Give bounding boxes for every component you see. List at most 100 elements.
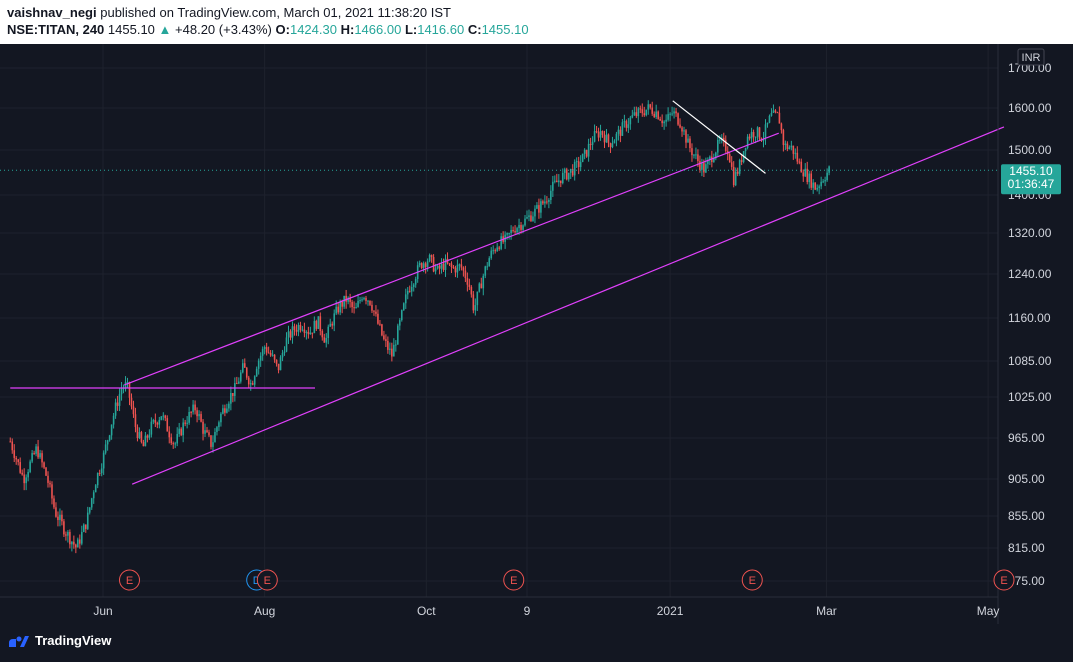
currency-badge[interactable]: INR <box>1017 48 1045 66</box>
candle-body <box>518 224 520 229</box>
candle-body <box>512 230 514 232</box>
candle-body <box>585 149 588 157</box>
low-label: L: <box>404 22 418 37</box>
candle-body <box>605 134 608 143</box>
candle-body <box>559 180 562 184</box>
candle-body <box>563 169 566 173</box>
candle-body <box>548 199 550 202</box>
candle-body <box>693 154 695 156</box>
candle-body <box>707 159 709 165</box>
chart-area[interactable]: 775.00 815.00 855.00 905.00 965.00 1025.00 108… <box>0 44 1073 662</box>
candle-body <box>301 329 304 331</box>
channel-upper-trendline[interactable] <box>123 132 779 386</box>
event-marker-label: E <box>264 575 271 587</box>
earnings-marker-icon[interactable] <box>503 569 525 591</box>
candle-body <box>432 257 435 272</box>
candle-body <box>160 416 163 420</box>
candle-body <box>295 330 298 332</box>
price-chart[interactable]: 775.00 815.00 855.00 905.00 965.00 1025.00 108… <box>0 44 1073 624</box>
candle-body <box>430 255 433 258</box>
candle-body <box>810 173 813 188</box>
candle-body <box>724 139 727 152</box>
candle-body <box>373 310 375 312</box>
candle-body <box>41 453 43 463</box>
candle-body <box>383 335 385 340</box>
candle-body <box>689 138 691 149</box>
candle-body <box>444 258 447 271</box>
candle-body <box>565 169 568 180</box>
x-tick-label: Jun <box>93 604 112 618</box>
candle-body <box>730 162 733 167</box>
candle-body <box>635 112 638 117</box>
candle-body <box>673 111 675 114</box>
candle-body <box>216 427 218 432</box>
candle-body <box>746 136 749 148</box>
candle-body <box>387 340 389 350</box>
author-name[interactable]: vaishnav_negi <box>7 5 97 20</box>
candle-body <box>665 119 667 122</box>
candle-body <box>641 109 644 114</box>
trendlines[interactable] <box>0 100 1005 485</box>
candle-body <box>228 403 230 409</box>
candle-body <box>204 430 206 434</box>
candle-body <box>397 325 399 345</box>
candle-body <box>309 332 312 335</box>
candle-body <box>236 383 238 385</box>
candle-body <box>764 124 767 139</box>
candle-body <box>822 181 824 183</box>
earnings-marker-icon[interactable] <box>741 569 763 591</box>
candle-body <box>399 320 401 326</box>
candle-body <box>599 131 602 138</box>
currency-label: INR <box>1022 52 1041 64</box>
candle-body <box>699 161 701 170</box>
candle-body <box>788 147 791 150</box>
wedge-line-trendline[interactable] <box>672 100 766 174</box>
candle-body <box>339 301 341 313</box>
candle-body <box>359 300 361 302</box>
event-marker-label: D <box>253 575 261 587</box>
candle-body <box>307 331 310 335</box>
candle-body <box>661 120 663 124</box>
candle-body <box>468 284 471 287</box>
candle-body <box>144 435 147 447</box>
candle-body <box>69 531 71 545</box>
candle-body <box>126 382 129 384</box>
symbol-label[interactable]: NSE:TITAN, 240 <box>7 22 105 37</box>
candle-body <box>464 270 467 279</box>
candle-body <box>458 264 461 266</box>
candle-body <box>371 304 373 311</box>
candle-body <box>558 180 560 183</box>
candle-body <box>454 267 457 273</box>
candle-body <box>265 347 268 353</box>
candle-body <box>23 474 25 484</box>
candle-body <box>569 168 572 173</box>
candle-body <box>812 182 814 188</box>
candle-body <box>297 324 300 332</box>
tradingview-brand[interactable]: TradingView <box>8 633 111 648</box>
earnings-marker-icon[interactable] <box>993 569 1015 591</box>
time-axis[interactable]: Jun Aug Oct 9 2021 Mar May <box>93 604 999 618</box>
candle-body <box>617 129 620 134</box>
candle-body <box>343 295 345 307</box>
candle-body <box>637 108 640 117</box>
candle-body <box>552 181 554 191</box>
earnings-marker-icon[interactable] <box>119 569 140 591</box>
x-tick-label: 2021 <box>657 604 684 618</box>
price-axis[interactable]: 775.00 815.00 855.00 905.00 965.00 1025.00 108… <box>1008 61 1052 588</box>
candle-body <box>15 457 18 460</box>
candle-body <box>230 392 232 404</box>
candle-body <box>490 250 493 259</box>
candle-body <box>33 453 35 455</box>
candle-body <box>752 132 755 137</box>
candle-body <box>414 278 417 285</box>
candle-body <box>377 313 379 324</box>
candle-body <box>554 180 556 182</box>
channel-lower-trendline[interactable] <box>131 126 1005 485</box>
candle-body <box>653 113 655 117</box>
candle-body <box>776 112 779 114</box>
candle-body <box>200 414 202 422</box>
earnings-marker-icon[interactable] <box>256 569 278 591</box>
candle-body <box>140 432 143 443</box>
candle-body <box>92 492 95 499</box>
